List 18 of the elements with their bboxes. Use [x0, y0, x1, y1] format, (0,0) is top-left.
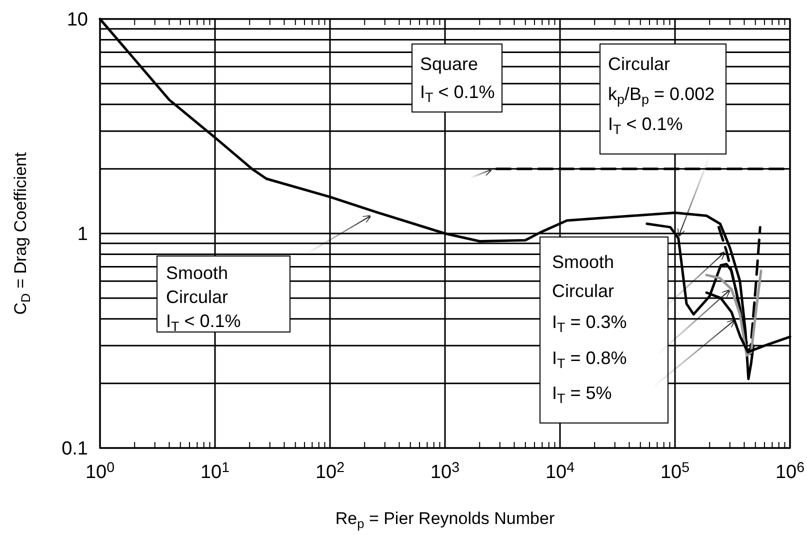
y-tick-label: 0.1	[62, 438, 88, 460]
x-tick-label: 10$^{6}$	[775, 460, 805, 483]
text: Circular k$_{p}$/B$_{p}$ = 0.002 I$_{T}$ < 0.1%	[608, 54, 715, 138]
y-tick-label: 1	[77, 224, 88, 246]
annotation: I$_{T}$ = 5%	[552, 383, 612, 406]
x-tick-label: 10$^{1}$	[200, 460, 230, 483]
x-tick-label: 10$^{5}$	[660, 460, 690, 483]
x-axis-title: Re$_{p}$ = Pier Reynolds Number	[335, 509, 555, 531]
annotation: I$_{T}$ = 0.8%	[552, 348, 627, 372]
x-tick-label: 10$^{0}$	[85, 460, 115, 483]
annotation: Smooth Circular	[552, 252, 614, 301]
x-tick-label: 10$^{2}$	[315, 460, 345, 483]
x-tick-label: 10$^{3}$	[430, 460, 460, 483]
annotation: Smooth Circular I$_{T}$ < 0.1%	[166, 263, 241, 334]
y-tick-label: 10	[66, 10, 88, 31]
annotation: I$_{T}$ = 0.3%	[552, 312, 627, 336]
x-tick-label: 10$^{4}$	[545, 460, 575, 483]
annotation: Square I$_{T}$ < 0.1%	[420, 54, 495, 106]
